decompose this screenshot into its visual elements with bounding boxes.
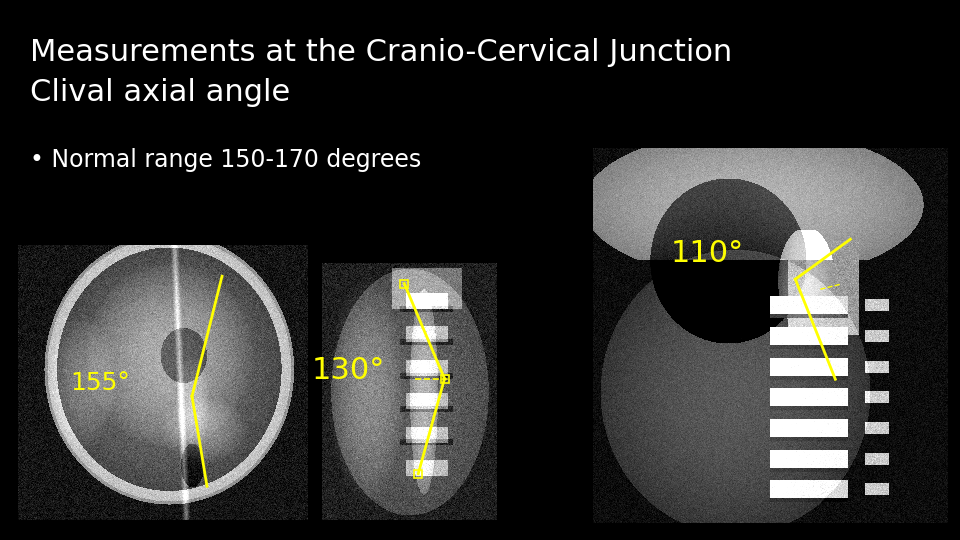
- Text: • Normal range 150-170 degrees: • Normal range 150-170 degrees: [30, 148, 421, 172]
- Bar: [415, 470, 422, 478]
- Bar: [441, 375, 448, 383]
- Text: Measurements at the Cranio-Cervical Junction: Measurements at the Cranio-Cervical Junc…: [30, 38, 732, 67]
- Text: Clival axial angle: Clival axial angle: [30, 78, 290, 107]
- Bar: [400, 280, 408, 288]
- Text: 130°: 130°: [312, 356, 385, 386]
- Text: 155°: 155°: [70, 370, 130, 395]
- Text: 110°: 110°: [671, 239, 744, 267]
